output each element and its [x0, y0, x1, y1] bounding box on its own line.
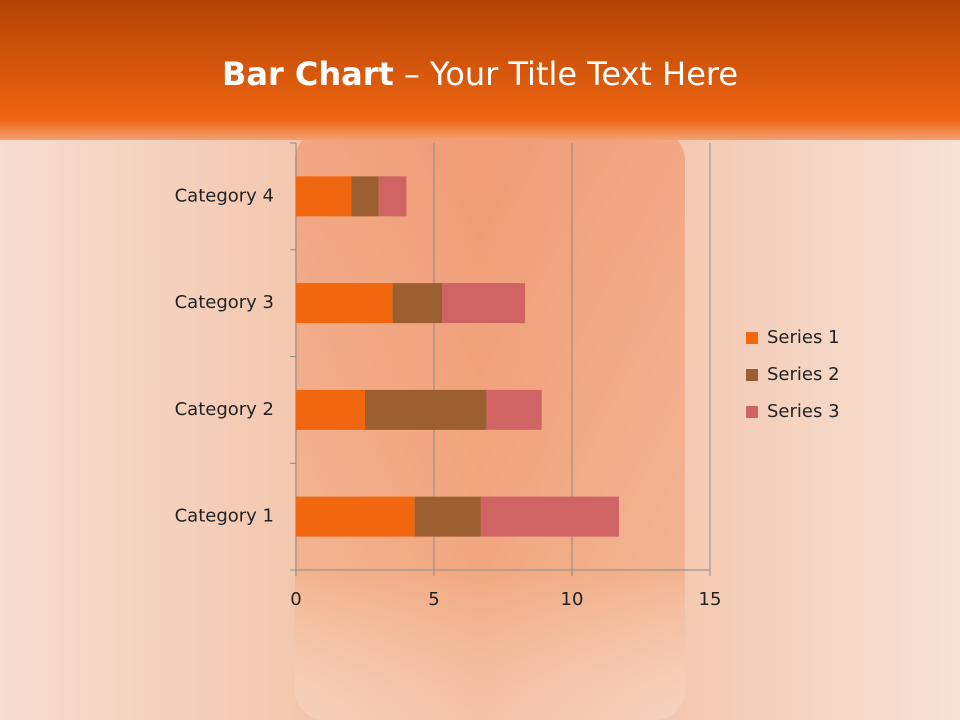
bar-segment — [296, 389, 365, 430]
legend-label: Series 2 — [767, 364, 840, 385]
bar-segment — [296, 283, 393, 324]
x-tick-label: 0 — [290, 589, 301, 610]
legend-swatch — [746, 369, 758, 381]
bar-segment — [486, 389, 542, 430]
bar-segment — [296, 176, 352, 217]
y-tick-label: Category 2 — [175, 399, 274, 420]
title-rest: – Your Title Text Here — [404, 55, 738, 93]
x-tick-label: 10 — [561, 589, 584, 610]
bar-segment — [296, 496, 415, 537]
bar-segment — [392, 283, 443, 324]
y-tick-label: Category 3 — [175, 292, 274, 313]
legend-label: Series 1 — [767, 327, 840, 348]
bar-segment — [365, 389, 487, 430]
header-band — [0, 0, 960, 140]
bar-segment — [414, 496, 481, 537]
bar-segment — [442, 283, 526, 324]
slide-title: Bar Chart – Your Title Text Here — [222, 55, 738, 93]
legend-swatch — [746, 406, 758, 418]
x-tick-label: 15 — [699, 589, 722, 610]
bar-segment — [378, 176, 407, 217]
bar-segment — [480, 496, 619, 537]
y-tick-label: Category 1 — [175, 506, 274, 527]
title-bold: Bar Chart — [222, 55, 394, 93]
y-tick-label: Category 4 — [175, 185, 274, 206]
bar-segment — [351, 176, 379, 217]
legend-label: Series 3 — [767, 401, 840, 422]
legend-swatch — [746, 332, 758, 344]
x-tick-label: 5 — [428, 589, 439, 610]
